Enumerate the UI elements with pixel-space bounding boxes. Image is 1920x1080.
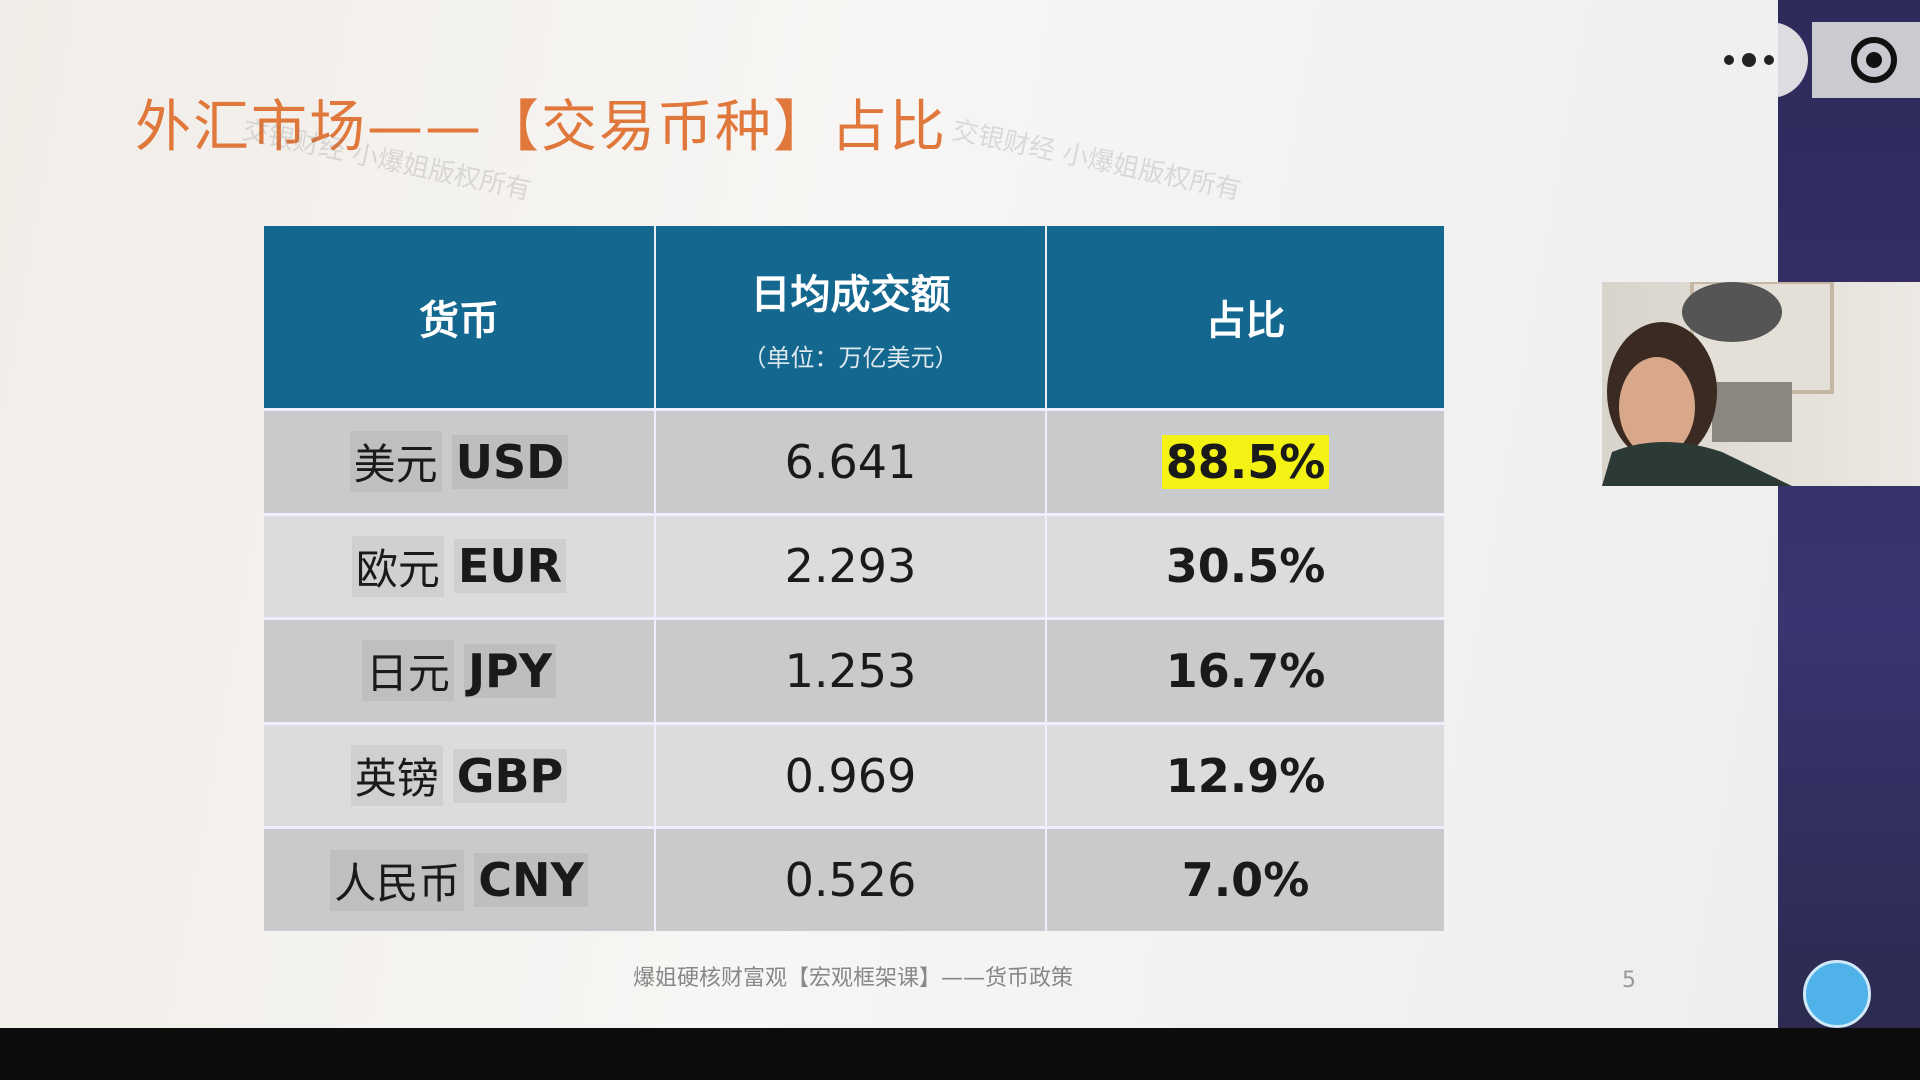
share-value: 7.0% — [1181, 853, 1310, 908]
currency-code: JPY — [463, 643, 557, 698]
header-cell: 日均成交额 （单位：万亿美元） — [656, 226, 1047, 408]
close-icon — [1851, 37, 1897, 83]
bottom-bar — [0, 1028, 1920, 1080]
slide-footer: 爆姐硬核财富观【宏观框架课】——货币政策 — [633, 966, 1074, 991]
volume-value: 2.293 — [784, 539, 917, 594]
volume-value: 6.641 — [784, 434, 917, 489]
volume-cell: 2.293 — [656, 512, 1047, 618]
volume-cell: 6.641 — [656, 408, 1047, 513]
share-value: 88.5% — [1161, 434, 1330, 489]
data-table: 货币 日均成交额 （单位：万亿美元） 占比 美元 USD 6.641 88.5% 欧元 EU… — [264, 226, 1444, 931]
header-cell: 货币 — [264, 226, 656, 408]
header-cell: 占比 — [1047, 226, 1444, 408]
volume-cell: 1.253 — [656, 617, 1047, 722]
currency-name: 美元 — [349, 431, 442, 493]
share-value: 16.7% — [1165, 643, 1326, 698]
currency-code: EUR — [453, 539, 567, 594]
currency-code: USD — [451, 434, 569, 489]
share-cell: 30.5% — [1047, 512, 1444, 618]
header-text: 日均成交额 — [750, 271, 951, 318]
share-value: 30.5% — [1165, 539, 1326, 594]
currency-code: CNY — [474, 853, 588, 908]
side-panel — [1778, 0, 1920, 1040]
share-cell: 16.7% — [1047, 617, 1444, 722]
currency-name: 人民币 — [330, 849, 465, 911]
currency-cell: 欧元 EUR — [264, 512, 656, 618]
currency-name: 欧元 — [351, 535, 444, 597]
volume-value: 0.526 — [784, 853, 917, 908]
share-value: 12.9% — [1165, 748, 1326, 803]
currency-name: 英镑 — [350, 745, 443, 807]
more-icon — [1724, 53, 1774, 67]
floating-button[interactable] — [1803, 960, 1871, 1028]
share-cell: 7.0% — [1047, 826, 1444, 931]
volume-cell: 0.969 — [656, 721, 1047, 827]
share-cell: 88.5% — [1047, 408, 1444, 513]
currency-name: 日元 — [361, 640, 454, 702]
share-cell: 12.9% — [1047, 721, 1444, 827]
close-button[interactable] — [1812, 22, 1920, 98]
header-text: 占比 — [1205, 298, 1286, 344]
volume-value: 1.253 — [784, 643, 917, 698]
currency-cell: 人民币 CNY — [264, 826, 656, 931]
volume-cell: 0.526 — [656, 826, 1047, 931]
currency-code: GBP — [452, 748, 568, 803]
currency-cell: 美元 USD — [264, 408, 656, 513]
page-number: 5 — [1622, 968, 1636, 993]
currency-cell: 日元 JPY — [264, 617, 656, 722]
camera-preview — [1602, 280, 1920, 486]
camera-image — [1602, 280, 1834, 486]
header-unit: （单位：万亿美元） — [742, 343, 959, 372]
more-button[interactable] — [1690, 22, 1808, 98]
currency-cell: 英镑 GBP — [264, 721, 656, 827]
slide-title: 外汇市场——【交易币种】占比 — [135, 95, 947, 160]
volume-value: 0.969 — [784, 748, 917, 803]
header-text: 货币 — [419, 298, 499, 344]
